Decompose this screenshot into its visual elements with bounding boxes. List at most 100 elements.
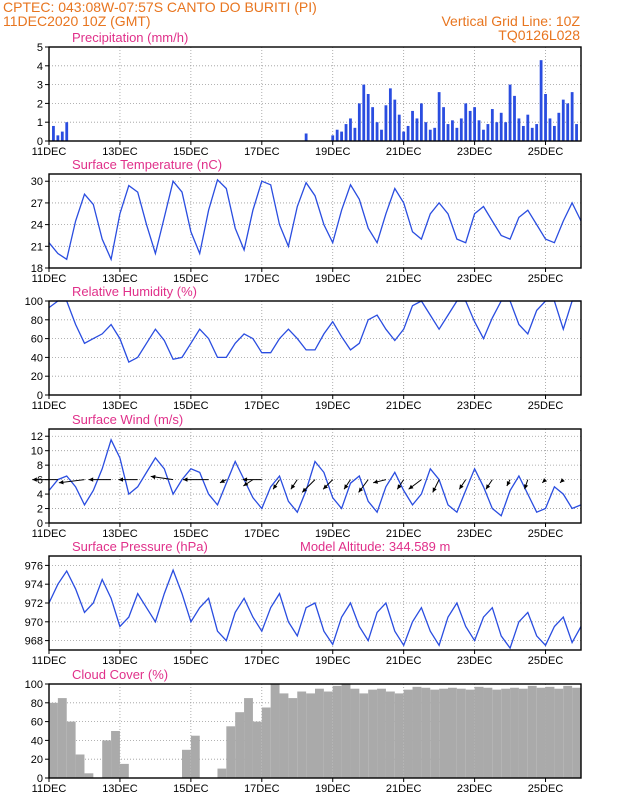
wind-vector-head — [542, 478, 548, 483]
cloud-area-bar — [563, 685, 573, 778]
wind-vector-head — [183, 477, 188, 482]
precip-bar — [331, 135, 335, 141]
cloud-area-bar — [545, 686, 555, 778]
wind-vector-head — [485, 484, 491, 490]
rh-xtick-label: 25DEC — [528, 400, 564, 412]
precip-bar — [535, 124, 539, 141]
precip-bar — [486, 124, 490, 141]
wind-ytick-label: 8 — [37, 460, 43, 472]
precip-bar — [375, 122, 379, 141]
header-grid-note: Vertical Grid Line: 10Z — [441, 13, 580, 29]
precip-bar — [437, 92, 441, 141]
cloud-area-bar — [492, 689, 502, 778]
cloud-area-bar — [182, 749, 191, 778]
cloud-area-bar — [111, 731, 120, 778]
cloud-area-bar — [430, 689, 440, 778]
pres-series-line — [48, 568, 582, 650]
precip-bar — [428, 129, 432, 141]
precip-bar — [52, 125, 55, 141]
wind-xtick-label: 23DEC — [457, 528, 493, 540]
temp-xtick-label: 17DEC — [244, 273, 280, 285]
temp-ytick-label: 24 — [31, 220, 43, 232]
header-run-time: 11DEC2020 10Z (GMT) — [3, 13, 151, 29]
cloud-xtick-label: 11DEC — [32, 783, 67, 795]
precip-bar — [335, 129, 339, 141]
wind-xtick-label: 11DEC — [32, 528, 67, 540]
pres-ytick-label: 976 — [25, 560, 43, 572]
cloud-area-bar — [279, 693, 289, 778]
cloud-area-bar — [554, 688, 564, 778]
rh-xtick-label: 17DEC — [244, 400, 280, 412]
pres-xtick-label: 19DEC — [315, 655, 351, 667]
precip-bar — [433, 127, 437, 141]
precip-bar — [362, 84, 366, 141]
precip-bar — [446, 124, 450, 141]
rh-ytick-label: 100 — [25, 296, 43, 308]
temp-xtick-label: 13DEC — [102, 273, 138, 285]
header-model-id: TQ0126L028 — [498, 27, 580, 43]
precip-bar — [411, 110, 414, 141]
cloud-area-bar — [350, 688, 360, 778]
wind-ytick-label: 12 — [31, 431, 43, 443]
pres-subtitle: Model Altitude: 344.589 m — [300, 539, 450, 554]
precip-bar — [340, 131, 343, 141]
precip-bar — [459, 118, 463, 141]
cloud-area-bar — [359, 693, 369, 778]
precip-bar — [65, 122, 69, 141]
cloud-area-bar — [456, 688, 466, 778]
wind-vector-head — [397, 484, 402, 490]
cloud-area-bar — [394, 693, 404, 778]
cloud-area-bar — [119, 763, 129, 778]
precip-bar — [406, 125, 410, 141]
wind-vector-head — [408, 484, 414, 490]
precip-bar — [468, 110, 472, 141]
precip-bar — [530, 127, 534, 141]
temp-xtick-label: 23DEC — [457, 273, 493, 285]
rh-ytick-label: 0 — [37, 390, 43, 402]
cloud-area-bar — [190, 735, 200, 778]
cloud-panel: Cloud Cover (%) 0 20 40 60 80 100 11DEC 13DEC 15D… — [25, 667, 582, 795]
precip-bar — [420, 103, 423, 141]
precip-xtick-label: 11DEC — [32, 146, 67, 158]
rh-xtick-label: 21DEC — [386, 400, 422, 412]
cloud-area-bar — [270, 684, 280, 778]
rh-ytick-label: 60 — [31, 334, 43, 346]
cloud-ytick-label: 40 — [31, 735, 43, 747]
precip-bar — [388, 88, 392, 141]
wind-vector-head — [273, 484, 278, 490]
precip-bar — [424, 122, 428, 141]
cloud-ytick-label: 0 — [37, 773, 43, 785]
temp-xtick-label: 15DEC — [173, 273, 209, 285]
precip-title: Precipitation (mm/h) — [72, 30, 188, 45]
precip-bar — [477, 120, 481, 141]
cloud-area-bar — [323, 691, 333, 778]
precip-bar — [371, 107, 375, 141]
wind-vector-head — [302, 487, 307, 493]
precip-ytick-label: 0 — [37, 136, 43, 148]
wind-vector-head — [506, 481, 511, 486]
cloud-area-bar — [377, 688, 386, 778]
pres-xtick-label: 15DEC — [173, 655, 209, 667]
cloud-area-bar — [501, 688, 511, 778]
temp-ytick-label: 18 — [31, 263, 43, 275]
wind-vector-head — [524, 484, 529, 490]
precip-xtick-label: 13DEC — [102, 146, 138, 158]
precip-xtick-label: 17DEC — [244, 146, 280, 158]
precip-ytick-label: 2 — [37, 98, 43, 110]
precip-bar — [544, 94, 547, 141]
cloud-area-bar — [510, 687, 519, 778]
rh-xtick-label: 23DEC — [457, 400, 493, 412]
precip-bar — [349, 118, 352, 141]
precip-bar — [570, 92, 574, 141]
cloud-area-bar — [439, 688, 448, 778]
precip-bar — [397, 114, 401, 141]
cloud-ytick-label: 20 — [31, 754, 43, 766]
wind-series-line — [48, 438, 582, 517]
wind-panel: Surface Wind (m/s) 0 2 4 6 8 10 12 11DEC 13DEC 15D… — [31, 412, 582, 540]
cloud-area-bar — [84, 773, 94, 778]
cloud-area-bar — [102, 740, 112, 778]
cloud-xtick-label: 17DEC — [244, 783, 280, 795]
cloud-area-bar — [465, 689, 475, 778]
wind-xtick-label: 17DEC — [244, 528, 280, 540]
cloud-area-bar — [341, 684, 351, 778]
